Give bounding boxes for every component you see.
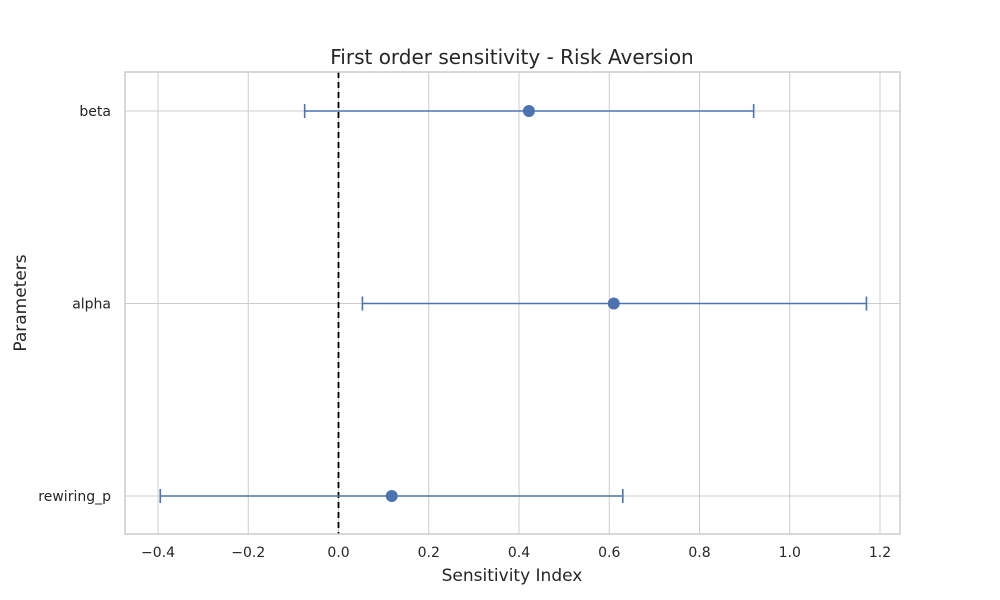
point-alpha [607,297,620,310]
x-axis-label: Sensitivity Index [442,566,583,586]
x-tick-label: 1.0 [779,545,801,561]
x-tick-label: 0.2 [418,545,440,561]
plot-frame [124,71,901,535]
x-tick-label: 0.4 [508,545,530,561]
x-tick-label: −0.2 [231,545,265,561]
y-axis-label: Parameters [11,254,31,351]
point-beta [522,105,535,117]
x-tick-label: 0.6 [598,545,620,561]
y-tick-label: beta [79,104,111,120]
x-tick-label: 0.0 [327,545,349,561]
chart-title: First order sensitivity - Risk Aversion [330,45,694,69]
x-tick-label: 0.8 [688,545,710,561]
y-tick-label: alpha [72,297,111,313]
point-rewiring_p [385,490,398,502]
y-tick-label: rewiring_p [38,489,111,505]
x-tick-label: −0.4 [141,545,175,561]
x-tick-label: 1.2 [869,545,891,561]
